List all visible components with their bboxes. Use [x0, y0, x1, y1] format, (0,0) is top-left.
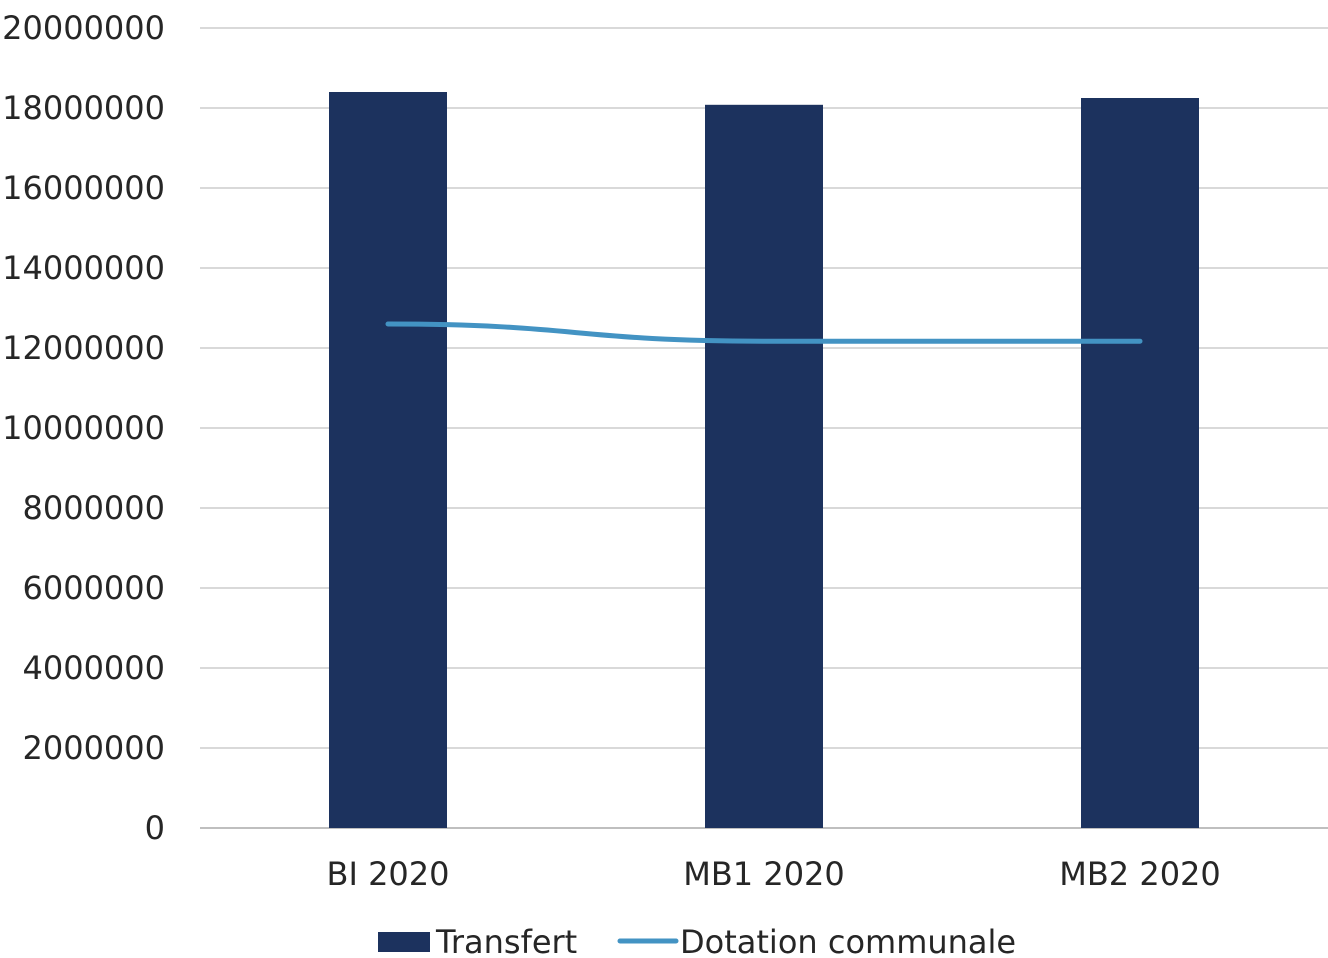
x-tick-label: MB1 2020	[683, 855, 845, 893]
y-tick-label: 16000000	[2, 169, 165, 207]
y-tick-label: 10000000	[2, 409, 165, 447]
y-tick-label: 14000000	[2, 249, 165, 287]
y-tick-label: 8000000	[22, 489, 165, 527]
y-tick-label: 6000000	[22, 569, 165, 607]
bar-transfert	[1081, 98, 1199, 828]
y-tick-label: 18000000	[2, 89, 165, 127]
legend-swatch-transfert	[378, 932, 430, 952]
y-tick-label: 2000000	[22, 729, 165, 767]
line-series	[385, 321, 1143, 344]
y-tick-label: 0	[145, 809, 165, 847]
legend-label-transfert: Transfert	[435, 923, 577, 958]
y-axis-tick-labels: 0 2000000 4000000 6000000 8000000 10000000 120…	[2, 9, 165, 847]
bar-transfert	[329, 92, 447, 828]
x-axis-tick-labels: BI 2020 MB1 2020 MB2 2020	[327, 855, 1221, 893]
bar-transfert	[705, 104, 823, 829]
y-tick-label: 20000000	[2, 9, 165, 47]
x-tick-label: MB2 2020	[1059, 855, 1221, 893]
y-tick-label: 12000000	[2, 329, 165, 367]
legend: Transfert Dotation communale	[378, 923, 1016, 958]
legend-label-dotation-communale: Dotation communale	[680, 923, 1016, 958]
x-tick-label: BI 2020	[327, 855, 450, 893]
bar-series	[329, 92, 1199, 829]
y-tick-label: 4000000	[22, 649, 165, 687]
